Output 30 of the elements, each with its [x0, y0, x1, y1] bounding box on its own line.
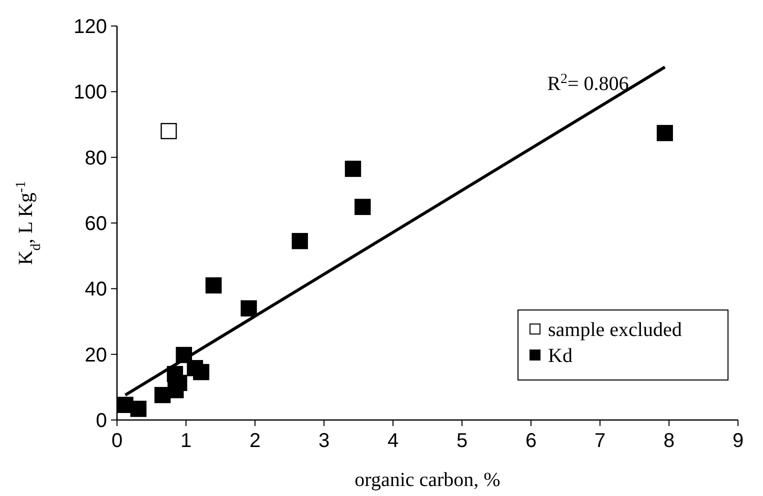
legend-label: sample excluded: [548, 319, 682, 341]
legend-label: Kd: [548, 345, 572, 367]
y-tick-label: 40: [84, 278, 107, 301]
x-tick-label: 0: [111, 430, 123, 452]
x-axis-title: organic carbon, %: [354, 469, 500, 491]
y-tick-label: 60: [84, 213, 107, 235]
x-tick-label: 9: [732, 430, 744, 452]
x-tick-label: 4: [387, 430, 399, 452]
x-tick-label: 1: [180, 430, 192, 452]
x-tick-label: 7: [594, 430, 606, 452]
point: [130, 400, 146, 417]
y-tick-label: 120: [74, 16, 107, 38]
point: [344, 160, 362, 177]
point: [193, 364, 210, 380]
point: [656, 124, 673, 142]
point: [206, 277, 222, 294]
point: [160, 122, 177, 140]
point: [292, 232, 308, 250]
point: [240, 300, 257, 316]
x-tick-label: 2: [249, 430, 261, 452]
x-tick-label: 8: [663, 430, 675, 452]
x-tick-label: 6: [525, 430, 537, 452]
x-tick-label: 3: [318, 430, 330, 452]
y-tick-label: 20: [84, 344, 107, 366]
annotation: R$^{2}$= 0.806: [547, 72, 629, 95]
y-tick-label: 100: [74, 82, 107, 104]
point: [354, 198, 371, 216]
y-tick-label: 0: [96, 410, 107, 432]
y-tick-label: 80: [84, 147, 107, 170]
x-tick-label: 5: [456, 430, 468, 452]
